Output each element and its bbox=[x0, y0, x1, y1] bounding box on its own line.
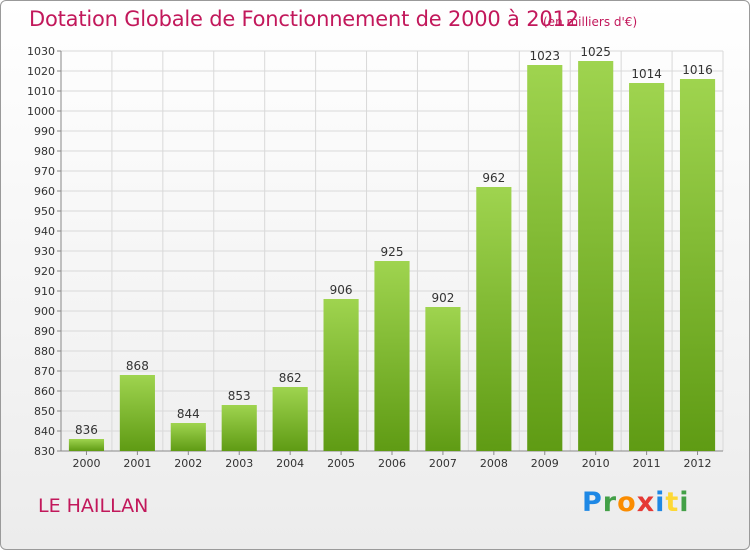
y-tick-label: 870 bbox=[34, 365, 55, 378]
data-label: 868 bbox=[126, 359, 149, 373]
bars bbox=[68, 61, 716, 451]
place-name: LE HAILLAN bbox=[38, 495, 149, 517]
chart-subtitle: (en milliers d'€) bbox=[543, 15, 638, 29]
bar-2006 bbox=[374, 261, 410, 451]
logo-letter: o bbox=[617, 487, 637, 518]
bar-2002 bbox=[170, 423, 206, 451]
data-label: 962 bbox=[482, 171, 505, 185]
bar-2001 bbox=[119, 375, 155, 451]
data-label: 902 bbox=[431, 291, 454, 305]
logo-letter: i bbox=[655, 487, 666, 518]
y-tick-label: 880 bbox=[34, 345, 55, 358]
data-label: 1023 bbox=[529, 49, 560, 63]
data-label: 925 bbox=[381, 245, 404, 259]
x-tick-label: 2008 bbox=[480, 457, 508, 470]
x-tick-label: 2004 bbox=[276, 457, 304, 470]
data-label: 862 bbox=[279, 371, 302, 385]
y-tick-label: 920 bbox=[34, 265, 55, 278]
y-tick-label: 830 bbox=[34, 445, 55, 458]
bar-2009 bbox=[527, 65, 563, 451]
x-tick-label: 2006 bbox=[378, 457, 406, 470]
x-tick-label: 2005 bbox=[327, 457, 355, 470]
y-tick-label: 1000 bbox=[27, 105, 55, 118]
y-tick-label: 930 bbox=[34, 245, 55, 258]
x-tick-label: 2002 bbox=[174, 457, 202, 470]
x-tick-label: 2011 bbox=[633, 457, 661, 470]
y-tick-label: 960 bbox=[34, 185, 55, 198]
bar-2008 bbox=[476, 187, 512, 451]
y-tick-label: 1020 bbox=[27, 65, 55, 78]
bar-2012 bbox=[679, 79, 716, 451]
bar-2004 bbox=[272, 387, 308, 451]
data-label: 1014 bbox=[631, 67, 662, 81]
bar-2010 bbox=[578, 61, 614, 451]
y-tick-label: 940 bbox=[34, 225, 55, 238]
x-tick-label: 2009 bbox=[531, 457, 559, 470]
bar-2003 bbox=[221, 405, 257, 451]
y-tick-label: 980 bbox=[34, 145, 55, 158]
y-tick-label: 990 bbox=[34, 125, 55, 138]
proxiti-logo[interactable]: Proxiti bbox=[582, 487, 690, 518]
data-label: 853 bbox=[228, 389, 251, 403]
logo-letter: r bbox=[602, 487, 618, 518]
data-label: 844 bbox=[177, 407, 200, 421]
logo-letter: P bbox=[582, 487, 603, 518]
y-tick-label: 840 bbox=[34, 425, 55, 438]
data-label: 1016 bbox=[682, 63, 713, 77]
y-tick-label: 1030 bbox=[27, 45, 55, 58]
x-tick-label: 2012 bbox=[684, 457, 712, 470]
x-tick-label: 2010 bbox=[582, 457, 610, 470]
data-label: 1025 bbox=[580, 45, 611, 59]
bar-2011 bbox=[629, 83, 665, 451]
data-label: 836 bbox=[75, 423, 98, 437]
y-tick-label: 900 bbox=[34, 305, 55, 318]
y-tick-label: 1010 bbox=[27, 85, 55, 98]
logo-letter: i bbox=[679, 487, 690, 518]
axes: 830 840 850 860 870 880 890 900 910 920 930 940 950 9… bbox=[27, 45, 723, 470]
x-tick-label: 2007 bbox=[429, 457, 457, 470]
bar-2007 bbox=[425, 307, 461, 451]
y-tick-label: 950 bbox=[34, 205, 55, 218]
chart-title: Dotation Globale de Fonctionnement de 20… bbox=[29, 7, 579, 31]
data-labels: 836 868 844 853 862 906 925 902 962 1023 1025 1014 1… bbox=[75, 45, 713, 437]
y-tick-label: 850 bbox=[34, 405, 55, 418]
bar-2000 bbox=[68, 439, 105, 451]
bar-2005 bbox=[323, 299, 359, 451]
y-tick-label: 860 bbox=[34, 385, 55, 398]
logo-letter: x bbox=[636, 487, 656, 518]
y-tick-label: 910 bbox=[34, 285, 55, 298]
x-tick-label: 2003 bbox=[225, 457, 253, 470]
data-label: 906 bbox=[330, 283, 353, 297]
y-tick-label: 970 bbox=[34, 165, 55, 178]
x-tick-label: 2001 bbox=[123, 457, 151, 470]
logo-letter: t bbox=[665, 487, 680, 518]
y-tick-label: 890 bbox=[34, 325, 55, 338]
x-tick-label: 2000 bbox=[72, 457, 100, 470]
